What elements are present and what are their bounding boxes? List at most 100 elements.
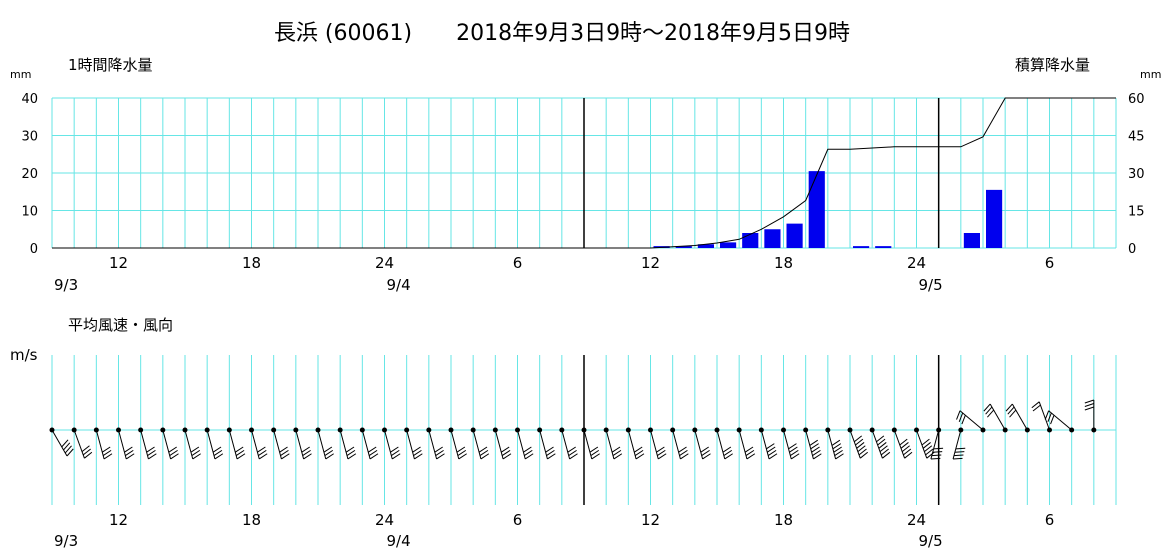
wind-barb-staff (184, 429, 194, 460)
wind-point-marker (293, 427, 299, 433)
wind-barb-feather (192, 453, 201, 460)
wind-barb-feather (345, 446, 355, 453)
left-axis-tick-label: 20 (21, 167, 38, 182)
wind-barb (295, 429, 312, 460)
wind-point-marker (315, 427, 321, 433)
wind-barb (317, 429, 334, 460)
wind-point-marker (49, 427, 55, 433)
wind-barb-staff (228, 429, 238, 460)
wind-barb-staff (273, 429, 282, 460)
wind-barb-feather (809, 439, 819, 446)
wind-barb-feather (413, 449, 422, 457)
wind-barb-feather (258, 453, 268, 460)
right-axis-tick-label: 0 (1128, 242, 1136, 257)
wind-barb-feather (954, 451, 965, 453)
wind-barb-feather (900, 442, 909, 449)
wind-barb-feather (324, 449, 334, 457)
wind-barb-feather (903, 448, 912, 456)
wind-barb-staff (783, 429, 792, 460)
wind-barb-feather (933, 447, 944, 450)
wind-barb (118, 429, 135, 460)
wind-barb (273, 429, 290, 460)
wind-barb-staff (517, 429, 526, 460)
wind-barb-staff (317, 429, 327, 460)
wind-barb (893, 429, 913, 459)
wind-barb-feather (925, 448, 934, 456)
wind-barb-feather (567, 446, 576, 453)
right-axis-tick-label: 30 (1128, 167, 1145, 182)
wind-barb (1044, 410, 1072, 431)
wind-barb-staff (406, 429, 415, 460)
wind-barb-staff (849, 429, 861, 459)
wind-barb-feather (325, 453, 334, 460)
wind-barb-staff (989, 403, 1006, 431)
wind-point-marker (359, 427, 365, 433)
wind-barb-feather (701, 449, 710, 457)
wind-barb-staff (339, 429, 349, 460)
wind-barb-feather (611, 446, 621, 453)
precip-x-tick-label: 12 (109, 254, 128, 272)
wind-barb-staff (539, 429, 548, 460)
right-axis-tick-label: 60 (1128, 92, 1145, 107)
wind-barb-feather (347, 453, 357, 460)
wind-barb-feather (680, 453, 689, 460)
wind-barb-staff (827, 429, 837, 460)
wind-barb-feather (368, 449, 378, 457)
wind-barb-feather (1084, 403, 1094, 407)
wind-barb-feather (855, 438, 864, 446)
wind-barb-feather (723, 449, 733, 457)
wind-point-marker (648, 427, 653, 433)
wind-barb-feather (191, 449, 201, 457)
wind-barb (494, 429, 512, 460)
wind-barb (952, 429, 966, 460)
wind-barb-feather (590, 449, 600, 457)
wind-barb-feather (955, 447, 966, 450)
wind-barb-staff (805, 429, 814, 460)
wind-barb-feather (961, 415, 966, 425)
wind-barb-feather (834, 449, 843, 457)
wind-point-marker (1002, 427, 1008, 433)
wind-barb-feather (302, 449, 311, 457)
left-axis-tick-label: 0 (30, 242, 38, 257)
wind-barb-feather (811, 446, 820, 453)
wind-barb-feather (876, 435, 885, 443)
wind-barb-feather (788, 443, 797, 450)
wind-barb (1005, 403, 1028, 431)
wind-barb-feather (547, 453, 556, 460)
wind-barb-feather (813, 453, 822, 460)
wind-barb-feather (767, 449, 777, 457)
precip-unit-left: mm (10, 68, 31, 81)
precip-date-label: 9/5 (919, 276, 943, 294)
wind-point-marker (1069, 427, 1075, 433)
wind-barb-staff (893, 429, 906, 459)
wind-barb-feather (523, 446, 532, 453)
wind-barb (339, 429, 357, 460)
wind-barb-feather (546, 449, 555, 457)
wind-barb-staff (162, 429, 172, 460)
wind-barb-feather (146, 446, 155, 453)
page-title: 長浜 (60061) 2018年9月3日9時～2018年9月5日9時 (274, 21, 850, 46)
wind-point-marker (138, 427, 144, 433)
wind-barb-feather (568, 449, 577, 457)
wind-barb (539, 429, 556, 460)
wind-barb-staff (428, 429, 438, 460)
wind-barb (251, 429, 268, 460)
precip-x-tick-label: 12 (641, 254, 660, 272)
wind-barb (1084, 399, 1095, 430)
wind-barb-feather (589, 446, 599, 453)
wind-barb-feather (1032, 404, 1041, 412)
precip-bar (697, 244, 714, 248)
precip-bar (853, 246, 870, 248)
precip-bar (675, 246, 692, 248)
precip-title: 1時間降水量 (68, 56, 153, 74)
wind-barb-feather (768, 453, 778, 460)
wind-barb-staff (738, 429, 748, 460)
wind-barb-feather (213, 449, 223, 457)
wind-barb-feather (880, 448, 889, 456)
wind-barb-feather (857, 445, 866, 453)
wind-barb-staff (716, 429, 726, 460)
wind-point-marker (116, 427, 121, 433)
wind-barb-feather (985, 406, 993, 415)
precip-bar (875, 246, 892, 248)
wind-barb-staff (206, 429, 216, 460)
